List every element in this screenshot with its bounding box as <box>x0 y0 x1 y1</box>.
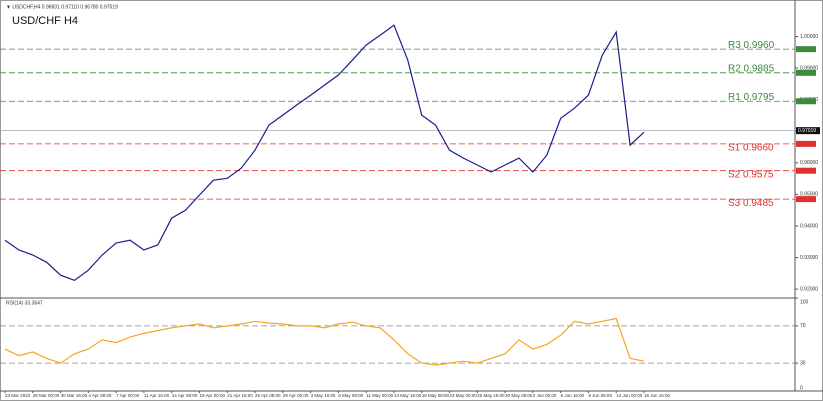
symbol-info: ▼ USDCHF,H4 0.96831 0.97110 0.96780 0.97… <box>6 4 118 10</box>
x-tick-label: 2 Jun 00:00 <box>533 393 557 398</box>
y-tick-label: 0.94000 <box>800 223 818 229</box>
series-line <box>4 317 645 366</box>
x-tick-label: 23 May 00:00 <box>450 393 478 398</box>
x-tick-label: 7 Apr 00:00 <box>116 393 140 398</box>
x-tick-label: 26 Apr 08:00 <box>255 393 281 398</box>
rsi-tick-label: 30 <box>800 360 806 366</box>
rsi-tick-label: 0 <box>800 385 803 391</box>
y-tick-label: 1.00000 <box>800 34 818 40</box>
x-tick-label: 29 Apr 00:00 <box>283 393 309 398</box>
x-tick-label: 25 May 16:00 <box>477 393 505 398</box>
y-tick-label: 0.99000 <box>800 65 818 71</box>
x-tick-label: 13 May 16:00 <box>394 393 422 398</box>
x-tick-label: 3 May 16:00 <box>311 393 336 398</box>
x-tick-label: 16 Jun 16:00 <box>644 393 671 398</box>
current-price-label: 0.97019 <box>798 128 816 134</box>
level-axis-box <box>796 140 816 147</box>
series-line <box>4 24 645 281</box>
level-axis-box <box>796 46 816 53</box>
y-tick-label: 0.93000 <box>800 255 818 261</box>
x-tick-label: 18 May 08:00 <box>422 393 450 398</box>
x-tick-label: 14 Jun 00:00 <box>616 393 643 398</box>
level-label: S1 0.9660 <box>728 143 774 154</box>
rsi-title: RSI(14) 33.3647 <box>6 300 43 306</box>
level-label: S3 0.9485 <box>728 198 774 209</box>
level-label: R3 0.9960 <box>728 40 775 51</box>
current-price-box <box>796 127 820 135</box>
x-tick-label: 30 Mar 16:00 <box>61 393 88 398</box>
x-tick-label: 30 May 08:00 <box>505 393 533 398</box>
rsi-tick-label: 100 <box>800 299 809 305</box>
level-axis-box <box>796 69 816 76</box>
x-tick-label: 28 Mar 00:00 <box>33 393 60 398</box>
chart-title: USD/CHF H4 <box>12 15 78 27</box>
level-label: S2 0.9575 <box>728 169 774 180</box>
x-tick-label: 6 May 08:00 <box>338 393 363 398</box>
x-tick-label: 11 May 00:00 <box>366 393 393 398</box>
x-tick-label: 21 Apr 16:00 <box>227 393 253 398</box>
level-label: R2 0.9885 <box>728 63 775 74</box>
rsi-tick-label: 70 <box>800 323 806 329</box>
x-tick-label: 19 Apr 00:00 <box>199 393 225 398</box>
level-axis-box <box>796 98 816 105</box>
y-tick-label: 0.92000 <box>800 286 818 292</box>
x-tick-label: 4 Apr 08:00 <box>88 393 112 398</box>
level-label: R1 0.9795 <box>728 92 775 103</box>
level-axis-box <box>796 196 816 203</box>
level-axis-box <box>796 167 816 174</box>
x-tick-label: 14 Apr 08:00 <box>172 393 198 398</box>
x-tick-label: 6 Jun 16:00 <box>561 393 585 398</box>
y-tick-label: 0.96000 <box>800 160 818 166</box>
x-tick-label: 23 Mar 2022 <box>5 393 31 398</box>
x-tick-label: 11 Apr 16:00 <box>144 393 170 398</box>
y-tick-label: 0.95000 <box>800 192 818 198</box>
x-tick-label: 9 Jun 08:00 <box>588 393 612 398</box>
